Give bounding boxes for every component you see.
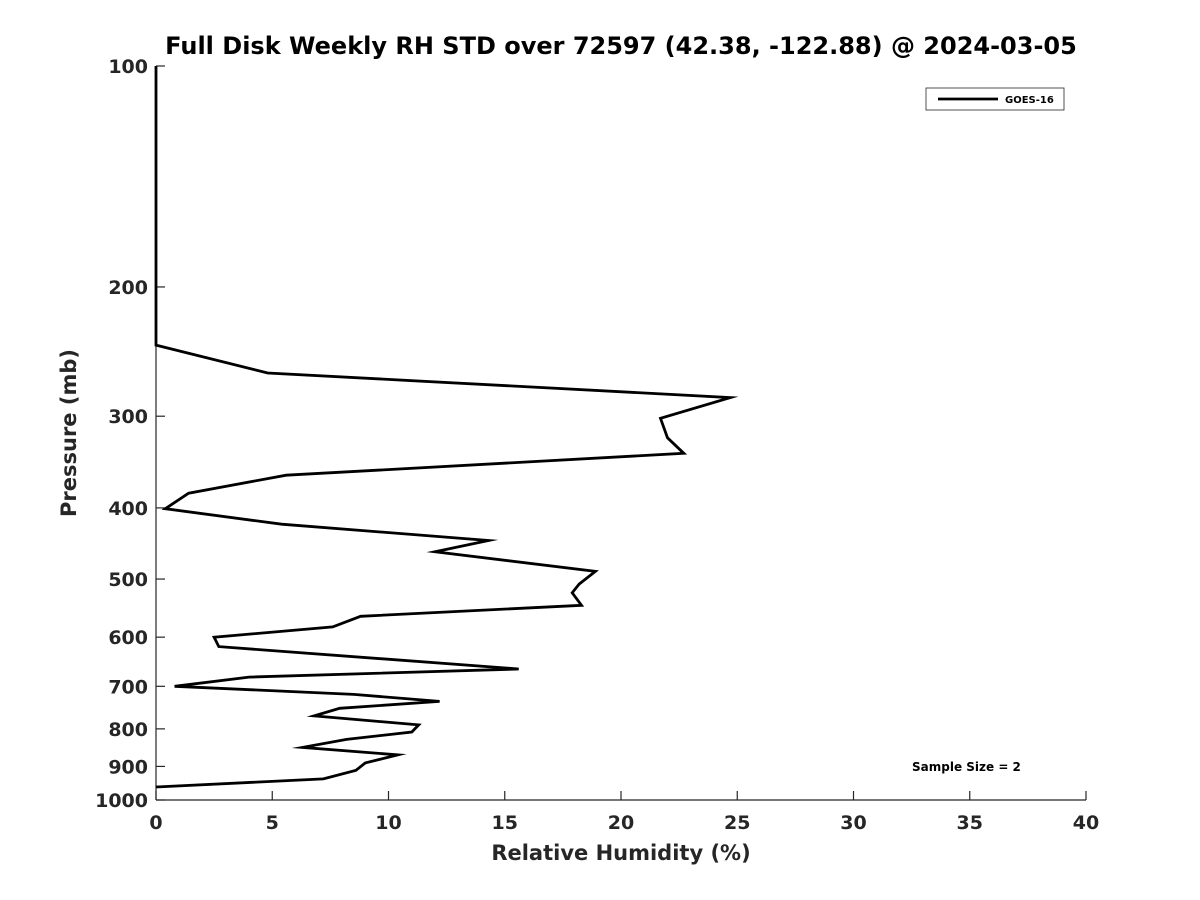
y-tick-label: 500: [108, 569, 148, 591]
y-tick-label: 700: [108, 676, 148, 698]
x-tick-label: 10: [375, 812, 401, 834]
x-tick-label: 35: [957, 812, 983, 834]
y-tick-label: 1000: [95, 790, 148, 812]
y-axis-label: Pressure (mb): [57, 349, 81, 517]
x-tick-label: 5: [266, 812, 279, 834]
y-tick-label: 900: [108, 756, 148, 778]
x-tick-label: 20: [608, 812, 634, 834]
chart-title: Full Disk Weekly RH STD over 72597 (42.3…: [165, 32, 1077, 60]
x-tick-label: 25: [724, 812, 750, 834]
x-tick-label: 30: [840, 812, 866, 834]
series-group: [154, 66, 739, 789]
y-tick-label: 600: [108, 627, 148, 649]
y-tick-label: 100: [108, 56, 148, 78]
legend: GOES-16: [925, 87, 1065, 111]
x-axis-label: Relative Humidity (%): [491, 841, 750, 865]
x-axis-ticks: 0 5 10 15 20 25 30 35 40: [149, 791, 1099, 834]
y-axis-ticks: 100 200 300 400 500 600 700 800 900 1000: [95, 56, 165, 812]
legend-entry-goes-16: GOES-16: [1005, 95, 1054, 106]
x-tick-label: 15: [492, 812, 518, 834]
x-tick-label: 40: [1073, 812, 1099, 834]
sample-size-annotation: Sample Size = 2: [912, 760, 1021, 774]
axes: [155, 66, 1086, 801]
y-tick-label: 400: [108, 498, 148, 520]
x-tick-label: 0: [149, 812, 162, 834]
series-line-goes-16: [154, 66, 739, 789]
y-tick-label: 300: [108, 406, 148, 428]
y-tick-label: 200: [108, 277, 148, 299]
y-tick-label: 800: [108, 719, 148, 741]
